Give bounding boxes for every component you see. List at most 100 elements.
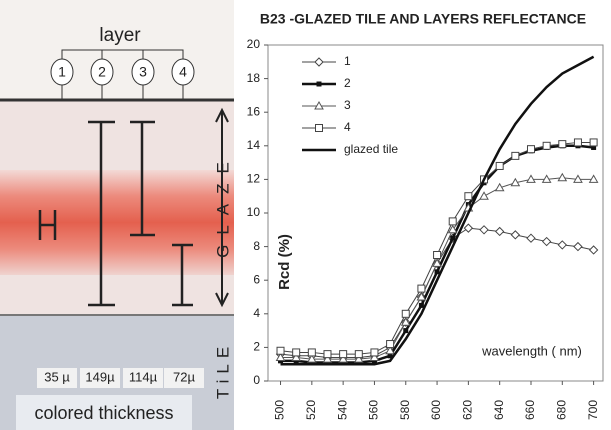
thickness-box <box>123 368 163 388</box>
thickness-box <box>164 368 204 388</box>
series-line <box>280 141 594 355</box>
marker <box>447 224 458 234</box>
marker <box>526 233 536 243</box>
marker <box>433 251 442 259</box>
marker <box>306 354 317 363</box>
marker <box>339 350 348 359</box>
thickness-label: 35 µ <box>44 369 70 384</box>
y-tick-label: 16 <box>247 104 261 118</box>
y-tick-label: 8 <box>253 239 260 253</box>
legend-marker <box>316 81 322 87</box>
marker <box>494 226 505 237</box>
thickness-label: 149µ <box>85 369 115 384</box>
marker <box>292 348 301 357</box>
thickness-label: 114µ <box>129 369 158 384</box>
legend-label: 2 <box>344 76 351 90</box>
legend-marker <box>314 57 324 67</box>
marker <box>479 191 489 200</box>
marker <box>401 309 410 318</box>
marker <box>417 284 426 293</box>
x-tick-label: 680 <box>554 400 568 420</box>
series-line <box>280 177 594 360</box>
marker <box>526 174 536 183</box>
marker <box>403 328 409 334</box>
glaze-label: GLAZE <box>213 152 232 258</box>
series-line <box>280 55 595 366</box>
marker <box>463 223 474 233</box>
marker <box>526 145 535 154</box>
legend-marker <box>315 124 323 132</box>
y-tick-label: 4 <box>253 306 260 320</box>
layer-number: 4 <box>179 64 187 80</box>
marker <box>464 192 473 201</box>
marker <box>588 245 599 255</box>
thickness-box <box>37 368 77 388</box>
x-tick-label: 580 <box>398 400 412 420</box>
marker <box>589 138 598 147</box>
y-tick-label: 20 <box>247 37 261 51</box>
y-axis-label: Rcd (%) <box>276 234 293 290</box>
thickness-label: 72µ <box>173 369 195 384</box>
layer-number: 2 <box>98 64 106 80</box>
marker <box>434 269 440 275</box>
marker <box>495 161 504 170</box>
layer-markers <box>38 120 193 307</box>
marker <box>370 348 379 357</box>
marker <box>369 352 380 361</box>
marker <box>448 217 457 226</box>
caption: colored thickness <box>34 403 173 423</box>
marker <box>511 151 520 160</box>
y-tick-label: 10 <box>247 205 261 219</box>
y-tick-label: 18 <box>247 71 261 85</box>
legend-label: glazed tile <box>344 142 398 156</box>
chart-panel: B23 -GLAZED TILE AND LAYERS REFLECTANCE … <box>260 11 586 359</box>
x-tick-label: 560 <box>367 400 381 420</box>
marker <box>432 258 442 267</box>
chart-title: B23 -GLAZED TILE AND LAYERS REFLECTANCE <box>260 11 586 27</box>
x-tick-label: 700 <box>586 400 600 420</box>
y-tick-label: 2 <box>253 340 260 354</box>
marker <box>385 345 395 355</box>
marker <box>353 354 364 363</box>
plot-area <box>267 44 604 382</box>
series-line <box>280 227 594 358</box>
diagram-title: layer <box>99 25 141 46</box>
marker <box>418 302 424 308</box>
layer-number: 1 <box>58 64 66 80</box>
marker <box>510 177 521 187</box>
legend-label: 4 <box>344 120 351 134</box>
x-tick-label: 540 <box>335 400 349 420</box>
marker <box>291 352 302 361</box>
layer-number: 3 <box>139 64 147 80</box>
marker <box>541 236 552 247</box>
bracket <box>61 49 184 60</box>
marker <box>557 240 568 250</box>
x-tick-label: 500 <box>273 400 287 420</box>
marker <box>323 350 332 359</box>
glaze-arrow <box>215 107 229 308</box>
marker <box>479 225 489 235</box>
marker <box>573 241 583 252</box>
marker <box>275 352 286 361</box>
y-tick-label: 12 <box>247 172 261 186</box>
marker <box>542 141 551 150</box>
x-axis-label: wavelength ( nm) <box>481 343 582 358</box>
marker <box>573 174 583 183</box>
x-tick-label: 640 <box>492 400 506 420</box>
x-tick-label: 660 <box>523 400 537 420</box>
marker <box>307 348 316 357</box>
legend-label: 3 <box>344 98 351 112</box>
marker <box>416 291 427 301</box>
marker <box>354 350 363 359</box>
legend-label: 1 <box>344 54 351 68</box>
marker <box>322 354 333 363</box>
colored-band <box>0 170 234 275</box>
marker <box>573 138 582 147</box>
marker <box>386 340 395 349</box>
thickness-box <box>80 368 120 388</box>
y-tick-label: 14 <box>247 138 261 152</box>
marker <box>557 172 568 182</box>
y-tick-label: 0 <box>253 373 260 387</box>
marker <box>558 140 567 149</box>
